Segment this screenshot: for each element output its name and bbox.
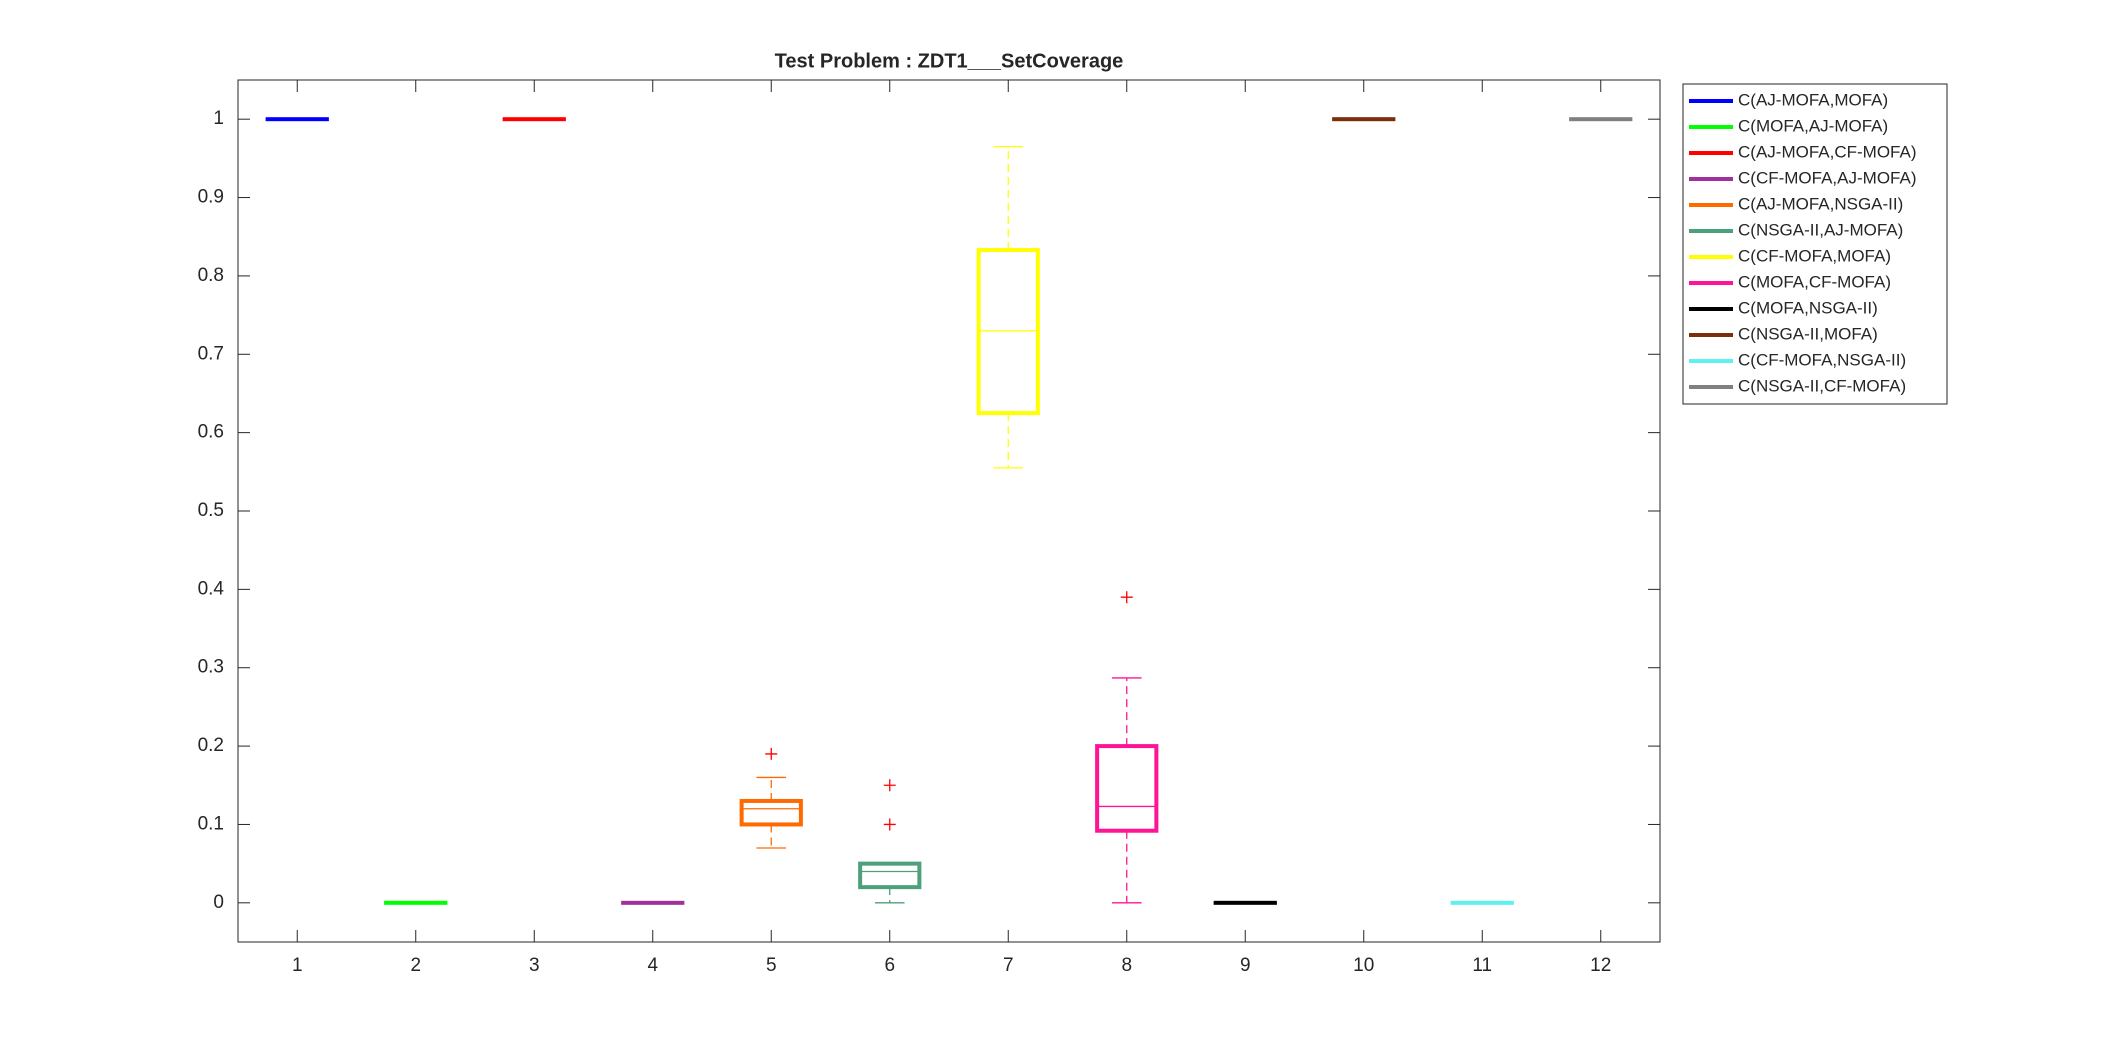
chart-title: Test Problem : ZDT1___SetCoverage (775, 50, 1124, 72)
outlier (765, 747, 778, 760)
x-tick-label: 11 (1472, 955, 1492, 976)
y-tick-label: 1 (213, 108, 224, 129)
y-tick-label: 0.6 (198, 422, 224, 443)
legend-label: C(NSGA-II,AJ-MOFA) (1738, 220, 1903, 239)
y-tick-label: 0.8 (198, 265, 224, 286)
legend-box (1682, 83, 1948, 405)
box (739, 798, 803, 827)
y-tick-label: 0.7 (198, 343, 224, 364)
legend-label: C(NSGA-II,MOFA) (1738, 324, 1878, 343)
y-tick-label: 0.9 (198, 187, 224, 208)
y-tick-label: 0.4 (198, 578, 225, 599)
legend-label: C(CF-MOFA,NSGA-II) (1738, 350, 1906, 369)
legend-label: C(MOFA,NSGA-II) (1738, 298, 1878, 317)
x-tick-label: 10 (1353, 955, 1374, 976)
x-tick-label: 4 (647, 955, 658, 976)
outlier (1120, 591, 1133, 604)
legend-label: C(AJ-MOFA,NSGA-II) (1738, 194, 1903, 213)
box (858, 861, 922, 890)
x-tick-label: 2 (410, 955, 421, 976)
legend-label: C(MOFA,CF-MOFA) (1738, 272, 1891, 291)
box (1095, 744, 1159, 833)
legend-label: C(CF-MOFA,AJ-MOFA) (1738, 168, 1916, 187)
legend-label: C(AJ-MOFA,MOFA) (1738, 90, 1888, 109)
y-tick-label: 0.2 (198, 735, 224, 756)
x-tick-label: 8 (1121, 955, 1132, 976)
x-tick-label: 9 (1240, 955, 1251, 976)
x-tick-label: 5 (766, 955, 777, 976)
y-tick-label: 0.5 (198, 500, 224, 521)
x-tick-label: 3 (529, 955, 540, 976)
x-tick-label: 1 (292, 955, 303, 976)
x-tick-label: 6 (884, 955, 895, 976)
x-tick-label: 12 (1590, 955, 1611, 976)
legend-label: C(CF-MOFA,MOFA) (1738, 246, 1891, 265)
legend-label: C(MOFA,AJ-MOFA) (1738, 116, 1888, 135)
y-tick-label: 0.3 (198, 657, 224, 678)
outlier (883, 779, 896, 792)
y-tick-label: 0.1 (198, 813, 224, 834)
outlier (883, 818, 896, 831)
legend-label: C(AJ-MOFA,CF-MOFA) (1738, 142, 1916, 161)
y-tick-label: 0 (213, 892, 224, 913)
legend-label: C(NSGA-II,CF-MOFA) (1738, 376, 1906, 395)
plot-area (237, 79, 1661, 943)
x-tick-label: 7 (1003, 955, 1014, 976)
box (976, 248, 1040, 416)
